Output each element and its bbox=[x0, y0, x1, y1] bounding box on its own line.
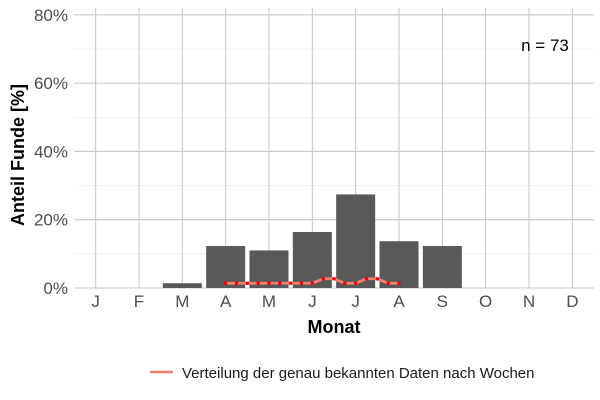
weekly-point-2 bbox=[234, 281, 239, 285]
weekly-point-17 bbox=[397, 281, 401, 285]
x-tick-label: J bbox=[308, 292, 317, 311]
bar-4 bbox=[206, 246, 246, 288]
bar-3 bbox=[162, 283, 202, 288]
x-tick-label: S bbox=[437, 292, 448, 311]
weekly-point-8 bbox=[299, 281, 304, 285]
weekly-point-16 bbox=[386, 281, 390, 285]
x-axis-title: Monat bbox=[308, 317, 361, 337]
y-tick-label: 80% bbox=[34, 6, 68, 25]
weekly-point-12 bbox=[343, 281, 347, 285]
x-tick-label: J bbox=[91, 292, 100, 311]
y-axis-title: Anteil Funde [%] bbox=[8, 84, 28, 226]
weekly-point-6 bbox=[278, 281, 282, 285]
y-tick-label: 0% bbox=[43, 279, 68, 298]
bar-7 bbox=[336, 194, 376, 288]
y-tick-label: 40% bbox=[34, 142, 68, 161]
weekly-point-11 bbox=[332, 277, 336, 281]
legend-label: Verteilung der genau bekannten Daten nac… bbox=[182, 365, 535, 382]
x-tick-label: N bbox=[523, 292, 535, 311]
weekly-point-3 bbox=[245, 281, 249, 285]
weekly-point-7 bbox=[289, 281, 293, 285]
x-tick-label: F bbox=[134, 292, 144, 311]
weekly-point-9 bbox=[310, 281, 314, 285]
weekly-point-15 bbox=[375, 277, 379, 281]
x-tick-label: A bbox=[393, 292, 405, 311]
weekly-point-5 bbox=[267, 281, 271, 285]
y-tick-labels: 0% 20% 40% 60% 80% bbox=[34, 6, 68, 298]
y-tick-label: 60% bbox=[34, 74, 68, 93]
grid-lines bbox=[74, 8, 594, 289]
sample-size-annotation: n = 73 bbox=[521, 36, 569, 55]
legend: Verteilung der genau bekannten Daten nac… bbox=[150, 365, 535, 382]
weekly-point-13 bbox=[354, 281, 358, 285]
bar-9 bbox=[422, 246, 462, 288]
x-tick-label: D bbox=[566, 292, 578, 311]
weekly-point-14 bbox=[364, 277, 369, 281]
y-tick-label: 20% bbox=[34, 211, 68, 230]
x-tick-label: J bbox=[351, 292, 360, 311]
x-tick-label: M bbox=[262, 292, 276, 311]
bar-8 bbox=[379, 241, 419, 288]
weekly-point-10 bbox=[321, 277, 325, 281]
weekly-point-1 bbox=[224, 281, 228, 285]
x-tick-label: M bbox=[175, 292, 189, 311]
weekly-point-4 bbox=[256, 281, 260, 285]
x-tick-label: A bbox=[220, 292, 232, 311]
weekly-line bbox=[224, 277, 401, 285]
x-tick-label: O bbox=[479, 292, 492, 311]
